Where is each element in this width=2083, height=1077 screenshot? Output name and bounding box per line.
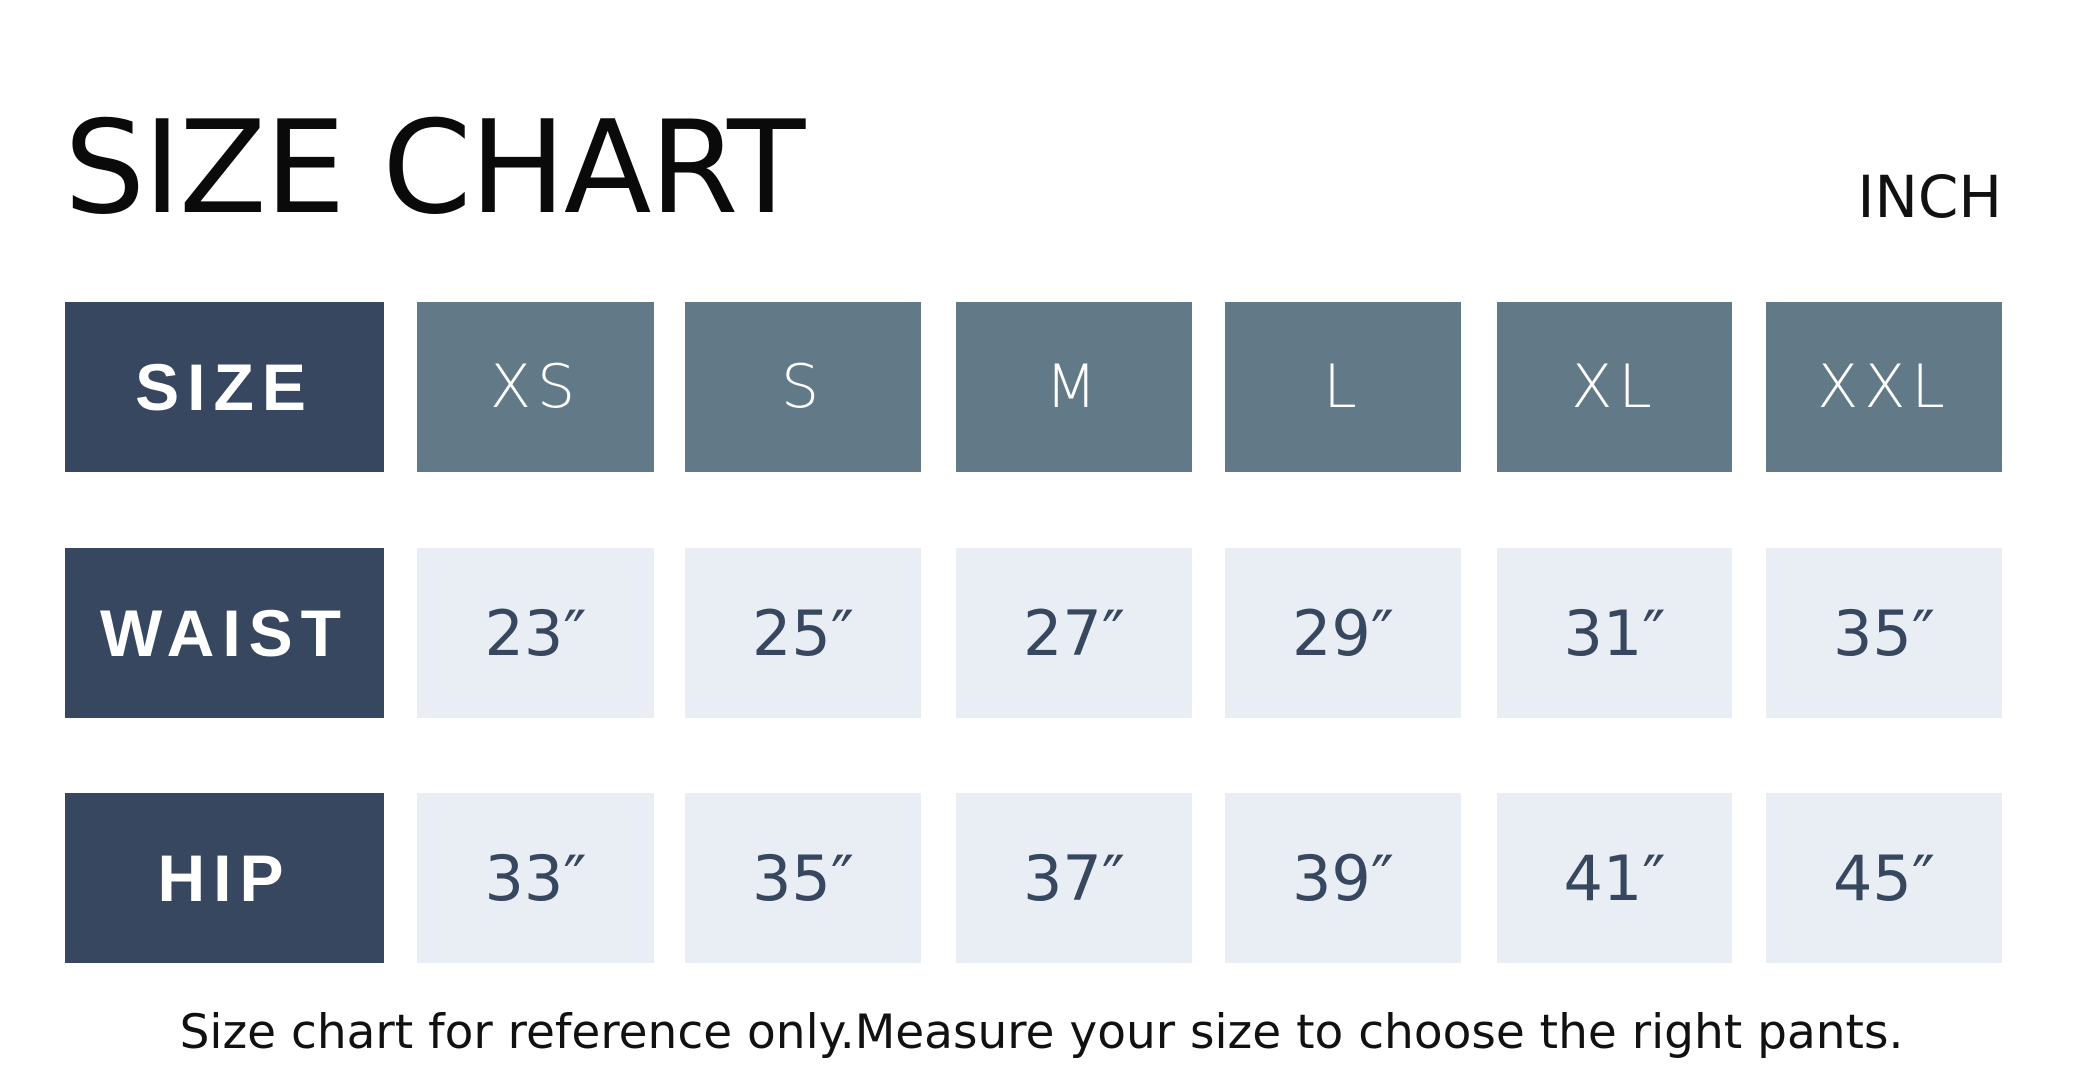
row-label-waist: WAIST <box>65 548 384 718</box>
row-label-hip: HIP <box>65 793 384 963</box>
waist-value-m: 27″ <box>956 548 1192 718</box>
size-header-xl: XL <box>1497 302 1732 472</box>
size-header-xs: XS <box>417 302 654 472</box>
size-header-l: L <box>1225 302 1461 472</box>
hip-value-xl: 41″ <box>1497 793 1732 963</box>
footnote: Size chart for reference only.Measure yo… <box>179 1005 1904 1060</box>
waist-value-xl: 31″ <box>1497 548 1732 718</box>
hip-value-m: 37″ <box>956 793 1192 963</box>
unit-label: INCH <box>1857 163 2002 231</box>
size-header-m: M <box>956 302 1192 472</box>
waist-value-s: 25″ <box>685 548 921 718</box>
waist-value-l: 29″ <box>1225 548 1461 718</box>
hip-value-xxl: 45″ <box>1766 793 2002 963</box>
hip-value-xs: 33″ <box>417 793 654 963</box>
row-label-size: SIZE <box>65 302 384 472</box>
size-header-s: S <box>685 302 921 472</box>
waist-value-xs: 23″ <box>417 548 654 718</box>
hip-value-s: 35″ <box>685 793 921 963</box>
waist-value-xxl: 35″ <box>1766 548 2002 718</box>
size-header-xxl: XXL <box>1766 302 2002 472</box>
page-title: SIZE CHART <box>64 94 805 243</box>
hip-value-l: 39″ <box>1225 793 1461 963</box>
